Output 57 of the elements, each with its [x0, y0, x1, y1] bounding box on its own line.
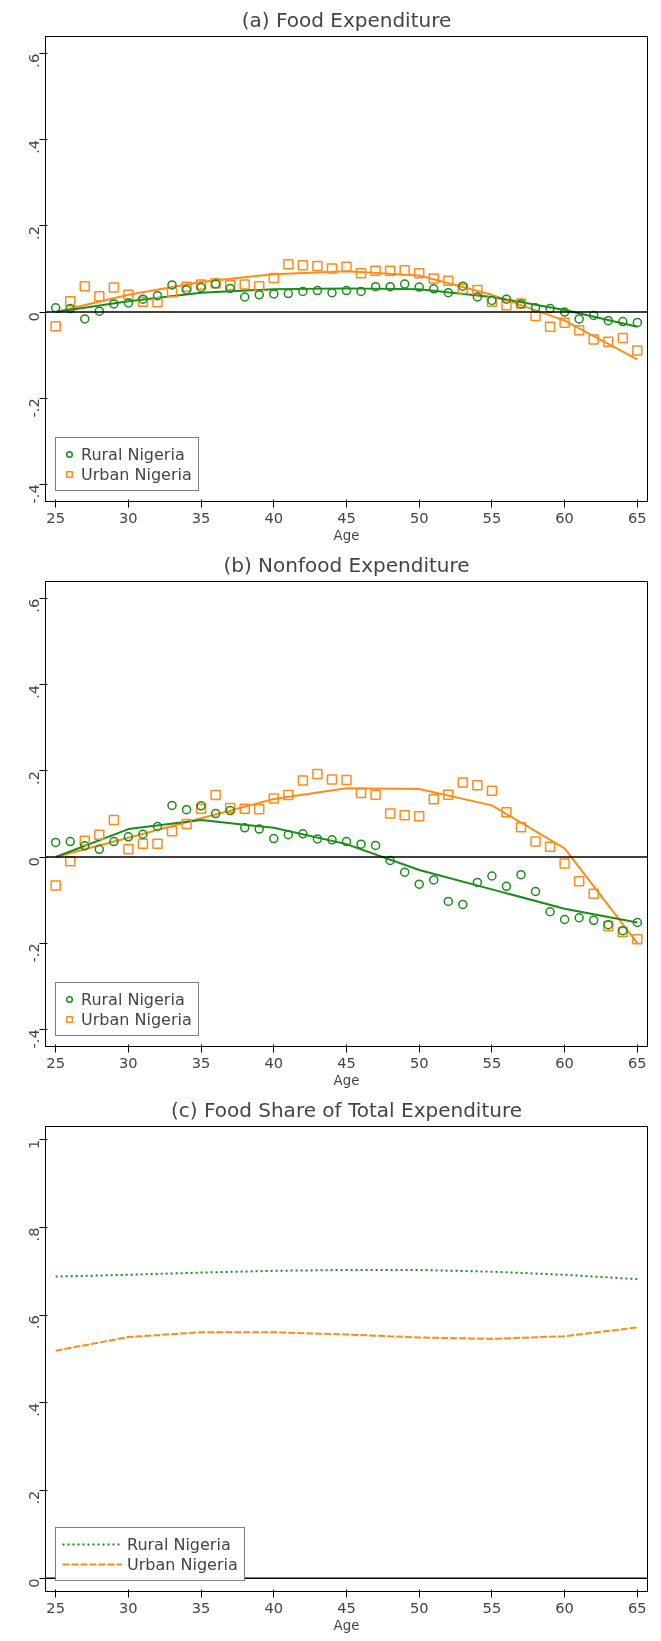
y-tick-label: -.4	[25, 484, 43, 504]
x-tick-label: 25	[46, 1598, 66, 1616]
legend-label: Urban Nigeria	[127, 1554, 238, 1574]
x-tick-label: 35	[191, 1053, 211, 1071]
x-tick-label: 60	[555, 1053, 574, 1071]
y-tick-label: .8	[25, 1227, 43, 1242]
x-tick-label: 50	[409, 508, 429, 526]
y-tick-label: .2	[25, 225, 43, 240]
y-tick-label: 0	[25, 1578, 43, 1588]
x-tick-label: 65	[628, 1598, 647, 1616]
x-tick-label: 50	[409, 1053, 429, 1071]
x-tick-label: 50	[409, 1598, 429, 1616]
x-tick-label: 35	[191, 508, 211, 526]
x-tick-label: 40	[264, 508, 284, 526]
legend-label: Urban Nigeria	[81, 1009, 192, 1029]
x-axis-title: Age	[333, 1072, 360, 1088]
y-tick-label: .4	[25, 1402, 43, 1417]
x-tick-label: 30	[119, 1598, 138, 1616]
x-tick-label: 55	[482, 508, 502, 526]
x-tick-label: 45	[337, 508, 356, 526]
x-axis-title: Age	[333, 1617, 360, 1633]
x-tick-label: 40	[264, 1053, 284, 1071]
y-tick-label: -.4	[25, 1029, 43, 1049]
x-tick-label: 65	[628, 1053, 647, 1071]
y-tick-label: -.2	[25, 398, 43, 418]
y-tick-label: .4	[25, 139, 43, 154]
y-tick-label: 0	[25, 857, 43, 867]
y-tick-label: .4	[25, 684, 43, 699]
x-tick-label: 35	[191, 1598, 211, 1616]
chart-title: (c) Food Share of Total Expenditure	[170, 1097, 523, 1122]
x-tick-label: 30	[119, 1053, 138, 1071]
y-tick-label: .6	[25, 1315, 43, 1330]
x-tick-label: 45	[337, 1053, 356, 1071]
x-tick-label: 45	[337, 1598, 356, 1616]
legend-label: Urban Nigeria	[81, 464, 192, 484]
x-tick-label: 65	[628, 508, 647, 526]
x-tick-label: 25	[46, 1053, 66, 1071]
chart-title: (b) Nonfood Expenditure	[223, 552, 470, 577]
x-tick-label: 25	[46, 508, 66, 526]
x-axis-title: Age	[333, 527, 360, 543]
x-tick-label: 60	[555, 508, 574, 526]
y-tick-label: -.2	[25, 943, 43, 963]
x-tick-label: 30	[119, 508, 138, 526]
y-tick-label: .6	[25, 53, 43, 68]
x-tick-label: 60	[555, 1598, 574, 1616]
legend-label: Rural Nigeria	[81, 444, 185, 464]
x-tick-label: 55	[482, 1598, 502, 1616]
legend-label: Rural Nigeria	[127, 1534, 231, 1554]
x-tick-label: 55	[482, 1053, 502, 1071]
y-tick-label: .6	[25, 598, 43, 613]
legend-label: Rural Nigeria	[81, 989, 185, 1009]
x-tick-label: 40	[264, 1598, 284, 1616]
chart-title: (a) Food Expenditure	[241, 7, 452, 32]
y-tick-label: .2	[25, 770, 43, 785]
y-tick-label: .2	[25, 1490, 43, 1505]
y-tick-label: 1	[25, 1139, 43, 1149]
y-tick-label: 0	[25, 312, 43, 322]
